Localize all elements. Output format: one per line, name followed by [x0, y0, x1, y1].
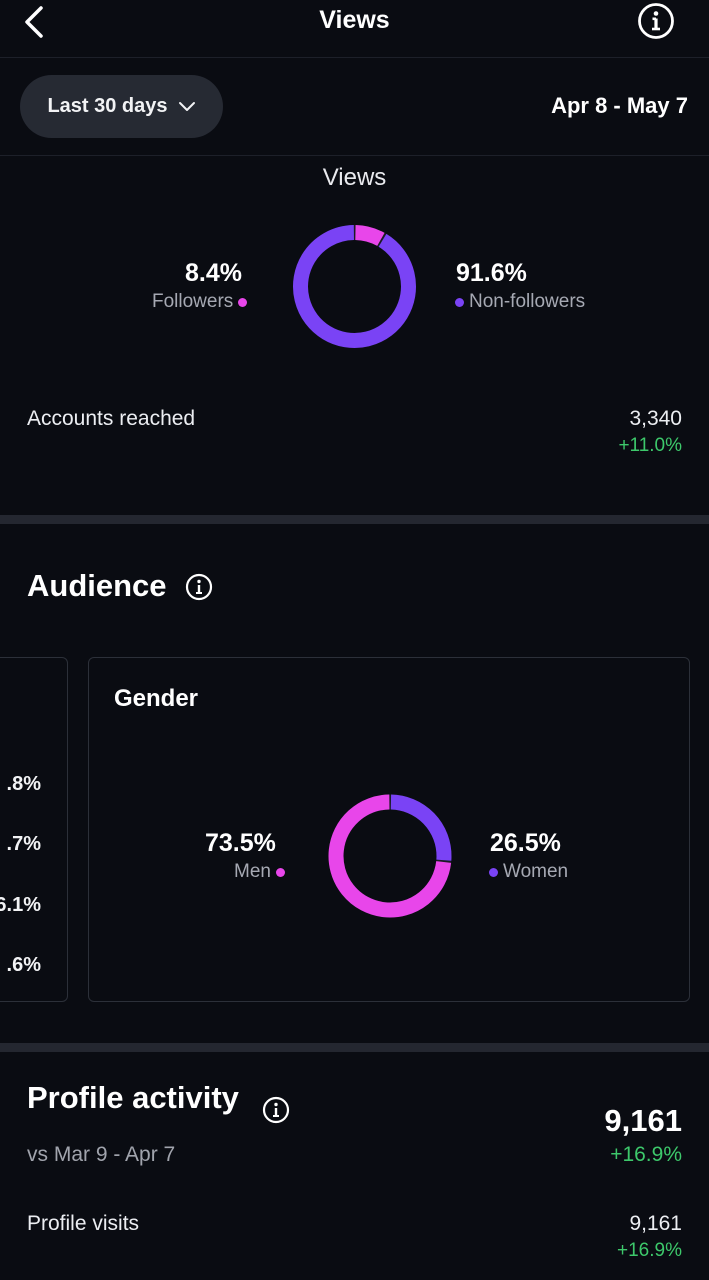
profile-activity-comparison: vs Mar 9 - Apr 7 [27, 1143, 176, 1166]
profile-visits-label: Profile visits [27, 1212, 140, 1235]
gender-donut-chart [328, 794, 452, 918]
back-button[interactable] [18, 4, 50, 40]
non-followers-label: Non-followers [469, 291, 586, 312]
chevron-left-icon [25, 6, 43, 38]
accounts-reached-change: +11.0% [618, 435, 682, 456]
info-icon [262, 1096, 290, 1124]
views-donut-chart [293, 225, 416, 349]
followers-segment [293, 225, 416, 348]
top-bar: Views [0, 0, 709, 58]
prev-card-value: 6.1% [0, 894, 41, 916]
date-range-dropdown[interactable]: Last 30 days [20, 75, 223, 138]
men-label: Men [234, 861, 271, 882]
accounts-reached-value: 3,340 [629, 407, 682, 430]
men-percent: 73.5% [205, 829, 276, 857]
accounts-reached-label: Accounts reached [27, 407, 196, 430]
women-segment [328, 794, 452, 918]
profile-activity-total-change: +16.9% [610, 1143, 682, 1166]
women-label: Women [503, 861, 569, 882]
gender-card[interactable]: Gender 73.5% Men 26.5% Women [88, 657, 690, 1002]
date-range-dropdown-label: Last 30 days [47, 95, 168, 117]
prev-card-value: .8% [6, 773, 41, 795]
profile-activity-heading: Profile activity [27, 1080, 239, 1115]
date-range-text: Apr 8 - May 7 [551, 93, 688, 118]
non-followers-segment [293, 225, 416, 349]
audience-prev-card[interactable]: .8% .7% 6.1% .6% [0, 657, 68, 1002]
followers-label: Followers [152, 291, 234, 312]
profile-visits-value: 9,161 [629, 1212, 682, 1235]
audience-info-button[interactable] [185, 573, 213, 601]
info-button[interactable] [637, 2, 675, 40]
profile-activity-info-button[interactable] [262, 1096, 290, 1124]
views-section: Views 8.4% Followers 91.6% Non-followers… [0, 157, 709, 515]
followers-legend: Followers [152, 291, 248, 313]
men-dot-icon [275, 867, 285, 877]
prev-card-value: .6% [6, 954, 41, 976]
section-divider [0, 515, 709, 524]
gender-card-title: Gender [114, 685, 199, 712]
women-dot-icon [489, 867, 498, 877]
women-percent: 26.5% [490, 829, 561, 857]
section-divider [0, 1043, 709, 1052]
non-followers-dot-icon [455, 297, 464, 307]
audience-heading: Audience [27, 568, 167, 603]
profile-activity-total: 9,161 [604, 1103, 682, 1138]
filter-row: Last 30 days Apr 8 - May 7 [0, 58, 709, 156]
profile-visits-change: +16.9% [617, 1240, 682, 1261]
prev-card-value: .7% [6, 833, 41, 855]
info-icon [185, 573, 213, 601]
views-heading: Views [322, 164, 387, 191]
men-segment [328, 794, 452, 918]
non-followers-legend: Non-followers [455, 291, 585, 313]
women-legend: Women [489, 861, 568, 883]
page-title: Views [319, 6, 390, 34]
chevron-down-icon [178, 101, 195, 111]
non-followers-percent: 91.6% [456, 259, 527, 287]
men-legend: Men [234, 861, 285, 883]
followers-percent: 8.4% [185, 259, 242, 287]
followers-dot-icon [238, 297, 248, 307]
info-icon [638, 3, 674, 39]
